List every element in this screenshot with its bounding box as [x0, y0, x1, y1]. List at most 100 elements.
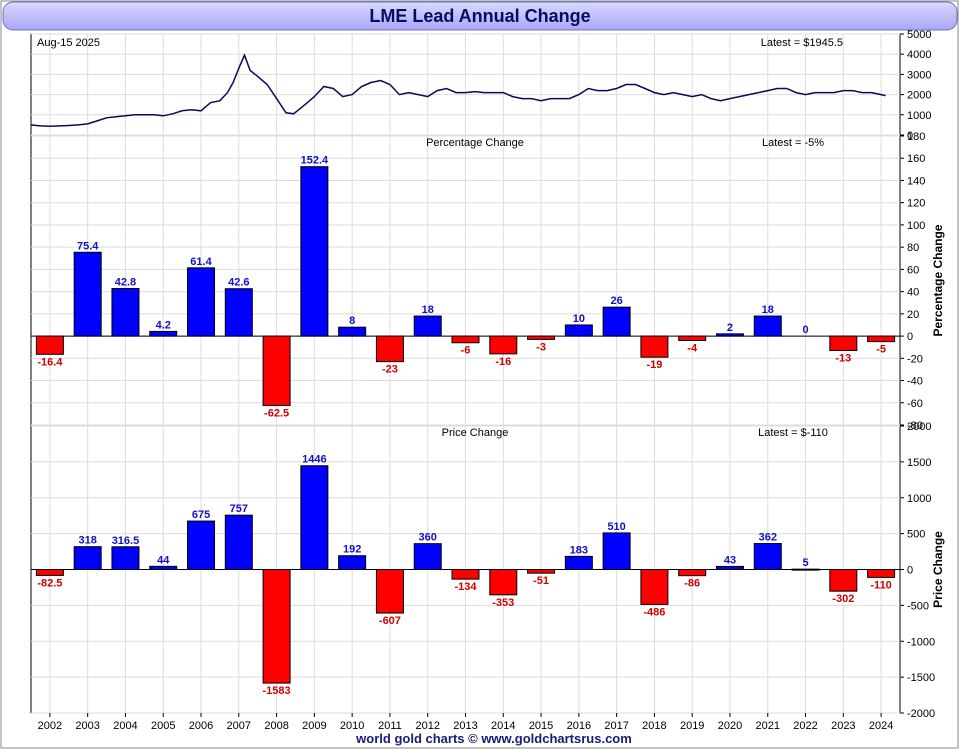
price-change-data-label: -86 — [684, 578, 700, 590]
price-change-data-label: -486 — [643, 606, 665, 618]
percentage-bar — [35, 335, 64, 355]
percentage-y-tick-label: -60 — [907, 398, 923, 410]
percentage-data-label: 61.4 — [190, 256, 212, 268]
percentage-axis-title: Percentage Change — [931, 224, 945, 336]
percentage-panel-title: Percentage Change — [426, 137, 524, 149]
price-line-panel: 0 1000 2000 3000 4000 5000 Aug-15 2025 Latest =… — [30, 29, 931, 142]
x-tick-label: 2014 — [491, 720, 515, 732]
price-change-bar — [413, 543, 442, 570]
footer-credit: world gold charts © www.goldchartsrus.co… — [355, 731, 632, 746]
percentage-data-label: 10 — [573, 313, 585, 325]
price-change-y-tick-label: 500 — [907, 529, 925, 541]
percentage-data-label: 2 — [727, 322, 733, 334]
percentage-bar — [715, 333, 744, 337]
price-y-tick-label: 5000 — [907, 29, 931, 41]
percentage-data-label: -4 — [687, 343, 698, 355]
title-bar — [2, 1, 958, 31]
percentage-bar — [149, 330, 178, 337]
percentage-y-tick-label: 140 — [907, 175, 925, 187]
percentage-y-tick-label: 80 — [907, 242, 919, 254]
price-change-bar — [35, 569, 64, 576]
price-change-data-label: 675 — [192, 509, 210, 521]
percentage-bar — [224, 288, 253, 337]
price-change-bar — [829, 569, 858, 592]
x-tick-label: 2017 — [604, 720, 628, 732]
price-y-tick-label: 4000 — [907, 49, 931, 61]
price-change-panel: -2000 -1500 -1000 -500 0 500 1000 1500 2000 -82.5… — [30, 421, 945, 720]
price-change-bar — [564, 555, 593, 571]
price-change-data-label: -302 — [832, 593, 854, 605]
price-change-bar — [73, 546, 102, 570]
x-tick-label: 2022 — [793, 720, 817, 732]
percentage-data-label: -19 — [646, 359, 662, 371]
x-tick-label: 2006 — [189, 720, 213, 732]
price-change-data-label: 318 — [78, 535, 96, 547]
x-tick-label: 2005 — [151, 720, 175, 732]
percentage-y-tick-label: 100 — [907, 220, 925, 232]
percentage-data-label: 18 — [762, 304, 774, 316]
percentage-y-tick-label: -80 — [907, 420, 923, 432]
percentage-data-label: 152.4 — [301, 155, 329, 167]
percentage-data-label: -16.4 — [37, 356, 63, 368]
price-change-bar — [375, 569, 404, 614]
price-change-bar — [602, 532, 631, 570]
chart-title: LME Lead Annual Change — [369, 6, 590, 26]
percentage-change-panel: -80-60-40-20020406080100120140160180-16.… — [30, 131, 945, 432]
x-axis: 2002 2003 2004 2005 2006 2007 2008 2009 2010 2011… — [38, 713, 893, 732]
percentage-bar — [413, 315, 442, 337]
percentage-y-tick-label: 160 — [907, 153, 925, 165]
percentage-bar — [829, 335, 858, 352]
price-change-data-label: 510 — [607, 521, 625, 533]
percentage-bar — [602, 306, 631, 337]
percentage-bar — [527, 335, 556, 340]
price-change-bar — [338, 555, 367, 570]
price-change-data-label: 5 — [802, 557, 808, 569]
price-change-latest-label: Latest = $-110 — [758, 427, 828, 439]
percentage-data-label: 8 — [349, 315, 355, 327]
percentage-y-tick-label: 40 — [907, 287, 919, 299]
x-tick-label: 2009 — [302, 720, 326, 732]
percentage-y-tick-label: -40 — [907, 376, 923, 388]
percentage-bar — [489, 335, 518, 355]
price-change-data-label: 183 — [570, 544, 588, 556]
x-tick-label: 2003 — [75, 720, 99, 732]
percentage-bar — [73, 251, 102, 337]
percentage-bar — [187, 267, 216, 337]
price-change-y-tick-label: -1000 — [907, 636, 935, 648]
percentage-data-label: 4.2 — [156, 319, 171, 331]
percentage-data-label: 42.6 — [228, 277, 249, 289]
latest-price-label: Latest = $1945.5 — [761, 37, 843, 49]
x-tick-label: 2020 — [718, 720, 742, 732]
percentage-y-tick-label: -20 — [907, 353, 923, 365]
percentage-y-tick-label: 20 — [907, 309, 919, 321]
x-tick-label: 2013 — [453, 720, 477, 732]
percentage-latest-label: Latest = -5% — [762, 137, 824, 149]
price-change-y-tick-label: 2000 — [907, 421, 931, 433]
percentage-data-label: 0 — [802, 324, 808, 336]
percentage-bar — [753, 315, 782, 337]
price-change-bar — [262, 569, 291, 684]
price-change-y-tick-label: -2000 — [907, 708, 935, 720]
x-tick-label: 2024 — [869, 720, 893, 732]
price-change-bar — [300, 465, 329, 571]
percentage-bar — [451, 335, 480, 344]
price-change-data-label: 43 — [724, 554, 736, 566]
price-y-tick-label: 0 — [907, 130, 913, 142]
date-label: Aug-15 2025 — [37, 37, 100, 49]
price-change-data-label: -82.5 — [37, 577, 62, 589]
price-change-y-tick-label: -1500 — [907, 672, 935, 684]
percentage-data-label: -6 — [461, 345, 471, 357]
percentage-data-label: -23 — [382, 364, 398, 376]
price-y-tick-label: 2000 — [907, 90, 931, 102]
price-change-data-label: -1583 — [263, 685, 291, 697]
x-tick-label: 2012 — [415, 720, 439, 732]
price-change-panel-title: Price Change — [442, 427, 509, 439]
percentage-bar — [111, 288, 140, 337]
x-tick-label: 2010 — [340, 720, 364, 732]
price-y-tick-label: 3000 — [907, 69, 931, 81]
price-y-tick-label: 1000 — [907, 110, 931, 122]
price-change-bar — [187, 520, 216, 570]
percentage-bar — [867, 335, 896, 343]
price-change-bar — [527, 569, 556, 574]
